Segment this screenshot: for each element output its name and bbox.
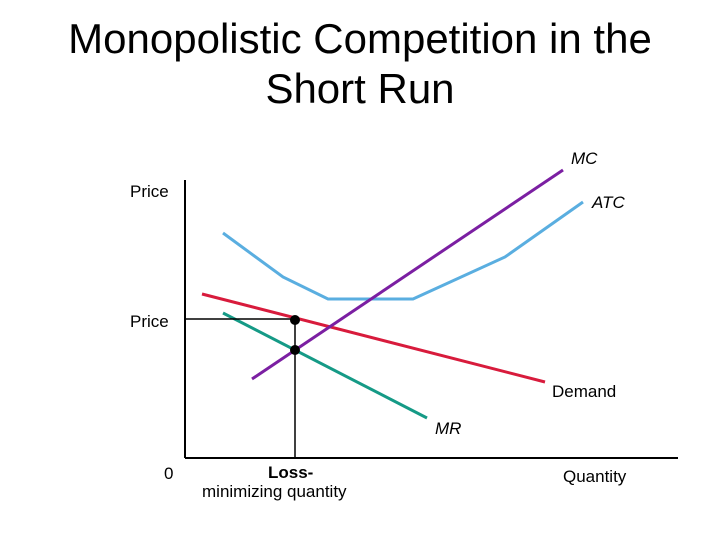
y-axis-label: Price: [130, 182, 169, 201]
title-line-1: Monopolistic Competition in the: [68, 15, 652, 62]
mc-mr-intersection-point: [290, 345, 300, 355]
mr-label: MR: [435, 419, 461, 438]
mr-curve: [222, 311, 428, 420]
demand-price-point: [290, 315, 300, 325]
mc-label: MC: [571, 149, 598, 168]
mc-curve: [251, 168, 564, 381]
quantity-label-line-1: Loss-: [268, 463, 313, 482]
atc-curve: [222, 200, 584, 301]
slide-title: Monopolistic Competition in the Short Ru…: [0, 14, 720, 114]
origin-label: 0: [164, 464, 173, 483]
title-line-2: Short Run: [265, 65, 455, 112]
demand-label: Demand: [552, 382, 616, 401]
quantity-label-line-2: minimizing quantity: [202, 482, 347, 501]
price-marker-label: Price: [130, 312, 169, 331]
x-axis-label: Quantity: [563, 467, 627, 486]
atc-label: ATC: [591, 193, 625, 212]
demand-curve: [201, 292, 546, 384]
